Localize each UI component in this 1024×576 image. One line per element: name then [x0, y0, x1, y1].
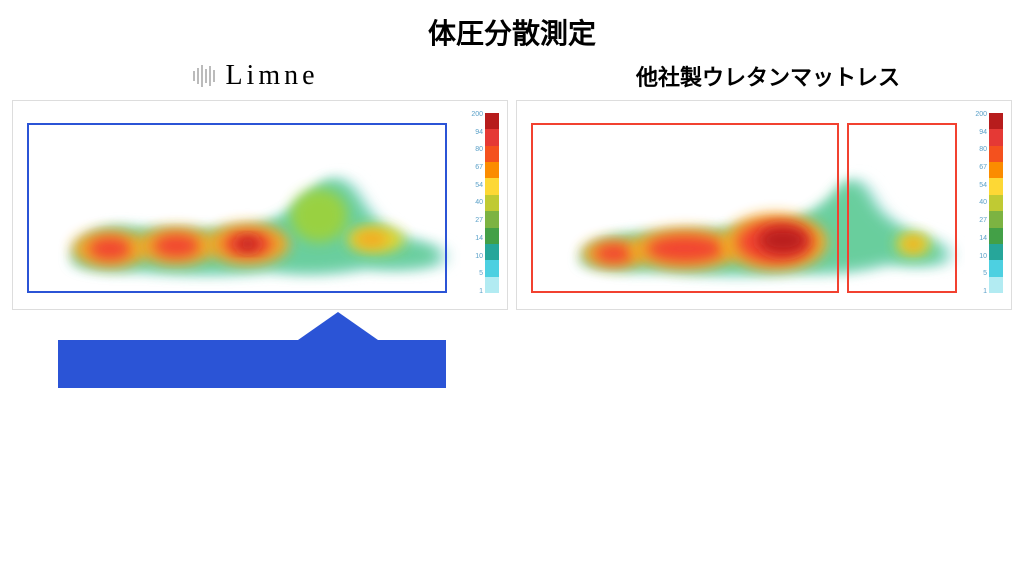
- colorbar-left: [485, 113, 499, 293]
- subtitle-row: Limne 他社製ウレタンマットレス: [0, 60, 1024, 92]
- highlight-box-right-1: [531, 123, 839, 293]
- colorbar-ticks-left: 200948067544027141051: [471, 111, 483, 295]
- brand-name: Limne: [225, 60, 318, 92]
- highlight-box-right-2: [847, 123, 957, 293]
- limne-logo-icon: [193, 65, 215, 87]
- callout-right-2: [0, 340, 44, 388]
- page-title: 体圧分散測定: [0, 0, 1024, 52]
- callout-left: [58, 340, 446, 388]
- heatmap-panel-left: 200948067544027141051: [12, 100, 508, 310]
- colorbar-ticks-right: 200948067544027141051: [975, 111, 987, 295]
- highlight-box-left: [27, 123, 447, 293]
- colorbar-right: [989, 113, 1003, 293]
- brand-limne: Limne: [0, 60, 512, 92]
- heatmap-panel-right: 200948067544027141051: [516, 100, 1012, 310]
- heatmap-panels: 200948067544027141051 200948067544027141…: [0, 92, 1024, 310]
- competitor-label: 他社製ウレタンマットレス: [512, 60, 1024, 92]
- callouts-layer: [0, 340, 1024, 576]
